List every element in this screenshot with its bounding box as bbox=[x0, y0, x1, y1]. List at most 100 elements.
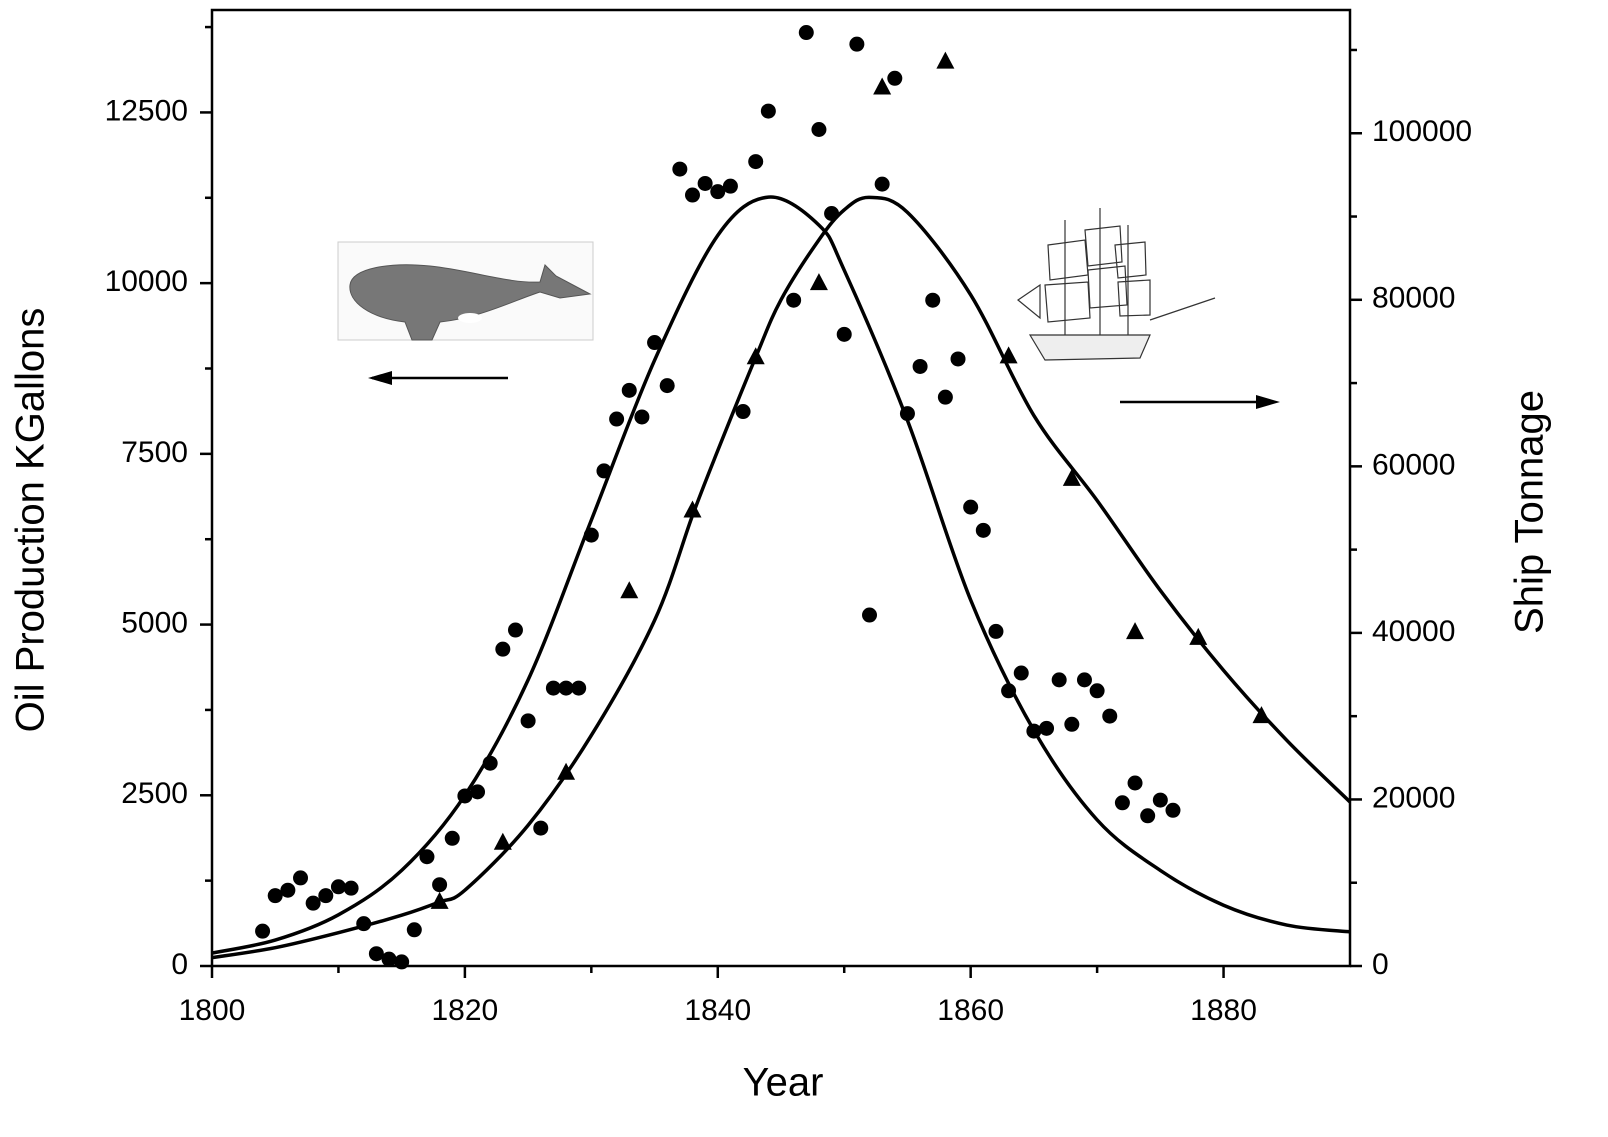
y-tick-label: 12500 bbox=[105, 94, 188, 127]
y-tick-label: 10000 bbox=[105, 265, 188, 298]
circle-point bbox=[849, 36, 865, 52]
circle-point bbox=[470, 784, 486, 800]
circle-point bbox=[1152, 792, 1168, 808]
circle-point bbox=[1140, 808, 1156, 824]
whale bbox=[349, 264, 592, 341]
circle-point bbox=[748, 154, 764, 170]
triangle-point bbox=[493, 832, 512, 850]
fit-curve bbox=[211, 195, 1352, 960]
circle-point bbox=[988, 623, 1004, 639]
circle-point bbox=[697, 175, 713, 191]
y2-tick-label: 100000 bbox=[1372, 115, 1472, 148]
circle-point bbox=[836, 326, 852, 342]
circle-point bbox=[368, 946, 384, 962]
circle-point bbox=[419, 849, 435, 865]
circle-point bbox=[634, 409, 650, 425]
circle-point bbox=[672, 161, 688, 177]
circle-point bbox=[507, 622, 523, 638]
circle-point bbox=[975, 522, 991, 538]
circle-point bbox=[684, 187, 700, 203]
circle-point bbox=[786, 292, 802, 308]
x-tick-label: 1880 bbox=[1190, 994, 1257, 1027]
circle-point bbox=[533, 820, 549, 836]
circle-point bbox=[406, 922, 422, 938]
triangle-point bbox=[809, 273, 828, 291]
y2-tick-label: 0 bbox=[1372, 948, 1389, 981]
circle-point bbox=[495, 641, 511, 657]
y-axis-label: Oil Production KGallons bbox=[9, 308, 53, 733]
circle-point bbox=[722, 178, 738, 194]
triangle-point bbox=[936, 51, 955, 69]
y2-tick-label: 20000 bbox=[1372, 781, 1455, 814]
circle-point bbox=[963, 499, 979, 515]
y-tick-label: 7500 bbox=[121, 436, 188, 469]
circle-point bbox=[735, 404, 751, 420]
circle-point bbox=[1127, 775, 1143, 791]
triangle-point bbox=[1126, 622, 1145, 640]
circle-point bbox=[798, 25, 814, 41]
bowsprit bbox=[1149, 297, 1216, 321]
triangle-point bbox=[620, 581, 639, 599]
x-tick-label: 1800 bbox=[179, 994, 246, 1027]
circle-point bbox=[520, 713, 536, 729]
circle-point bbox=[659, 378, 675, 394]
circle-point bbox=[1165, 802, 1181, 818]
circle-point bbox=[950, 351, 966, 367]
x-axis-label: Year bbox=[743, 1061, 824, 1105]
circle-point bbox=[1089, 683, 1105, 699]
triangle-point bbox=[683, 500, 702, 518]
circle-point bbox=[887, 70, 903, 86]
circle-point bbox=[1064, 716, 1080, 732]
y-tick-label: 5000 bbox=[121, 606, 188, 639]
y2-axis-label: Ship Tonnage bbox=[1508, 390, 1552, 634]
sail bbox=[1016, 283, 1041, 320]
circle-point bbox=[545, 680, 561, 696]
ship-illustration bbox=[1010, 205, 1216, 365]
triangle-point bbox=[1062, 468, 1081, 486]
sails bbox=[1044, 225, 1151, 323]
circle-point bbox=[293, 870, 309, 886]
circle-point bbox=[571, 680, 587, 696]
y-tick-label: 2500 bbox=[121, 777, 188, 810]
circle-point bbox=[1039, 720, 1055, 736]
circle-point bbox=[1051, 672, 1067, 688]
x-tick-label: 1860 bbox=[937, 994, 1004, 1027]
circle-point bbox=[255, 923, 271, 939]
circle-point bbox=[912, 358, 928, 374]
circle-point bbox=[280, 882, 296, 898]
ship-hull bbox=[1028, 334, 1151, 361]
triangle-point bbox=[1189, 627, 1208, 645]
circle-point bbox=[267, 888, 283, 904]
circle-point bbox=[381, 951, 397, 967]
circle-point bbox=[318, 888, 334, 904]
circle-point bbox=[444, 830, 460, 846]
circle-point bbox=[647, 335, 663, 351]
circle-point bbox=[710, 184, 726, 200]
y2-tick-label: 40000 bbox=[1372, 615, 1455, 648]
triangle-point bbox=[873, 77, 892, 95]
x-tick-label: 1820 bbox=[432, 994, 499, 1027]
circle-point bbox=[811, 122, 827, 137]
circle-point bbox=[925, 292, 941, 308]
fit-curve bbox=[211, 195, 1351, 955]
circle-point bbox=[862, 607, 878, 623]
circle-point bbox=[558, 680, 574, 696]
y-tick-label: 0 bbox=[171, 948, 188, 981]
arrows bbox=[368, 371, 1280, 409]
circle-point bbox=[330, 879, 346, 895]
circle-point bbox=[1102, 708, 1118, 724]
circle-point bbox=[1114, 795, 1130, 811]
plot-frame bbox=[210, 8, 1352, 968]
circle-point bbox=[305, 895, 321, 911]
circle-point bbox=[394, 954, 410, 970]
circle-point bbox=[343, 880, 359, 896]
circle-point bbox=[609, 411, 625, 427]
whale-patch bbox=[458, 313, 482, 323]
circle-point bbox=[1013, 665, 1029, 681]
whale-illustration bbox=[337, 241, 594, 341]
circle-point bbox=[621, 382, 637, 398]
circle-point bbox=[1076, 672, 1092, 688]
arrowhead bbox=[368, 371, 392, 385]
y2-tick-label: 80000 bbox=[1372, 282, 1455, 315]
